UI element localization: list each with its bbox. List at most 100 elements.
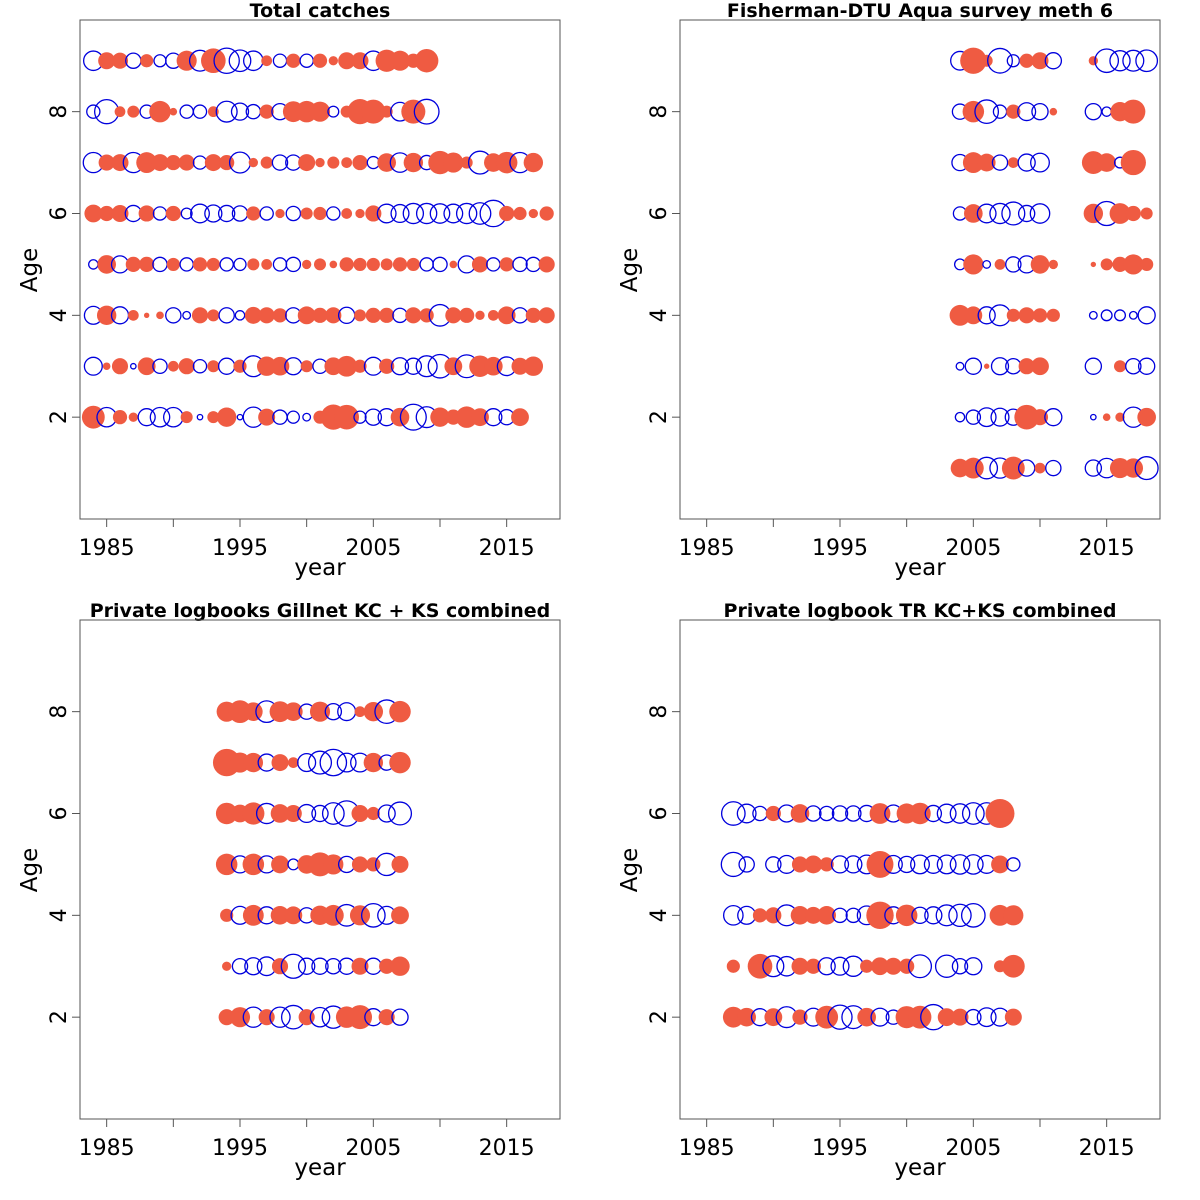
bubble-negative (975, 456, 999, 480)
bubble-positive (259, 104, 274, 119)
y-tick-label: 4 (47, 908, 72, 922)
panel-fisherman-dtu-aqua-survey: Fisherman-DTU Aqua survey meth 6 year Ag… (617, 0, 1161, 581)
bubble-negative (1031, 102, 1049, 121)
x-tick-label: 1995 (212, 536, 268, 561)
panel-private-logbook-tr: Private logbook TR KC+KS combined year A… (617, 600, 1161, 1181)
bubble-positive (499, 205, 515, 222)
bubble-negative (1017, 153, 1036, 172)
bubble-positive (791, 957, 809, 975)
bubble-positive (937, 1008, 956, 1027)
bubble-negative (991, 154, 1009, 171)
bubble-positive (204, 154, 222, 172)
bubble-positive (207, 411, 220, 424)
bubble-positive (244, 306, 262, 324)
bubble-positive (499, 257, 514, 272)
bubble-positive (176, 50, 197, 71)
bubble-negative (1044, 52, 1063, 70)
bubble-positive (229, 752, 251, 773)
bubble-negative (936, 803, 957, 824)
panel-private-logbooks-gillnet: Private logbooks Gillnet KC + KS combine… (17, 600, 561, 1181)
bubble-positive (366, 857, 381, 872)
bubble-negative (1094, 48, 1120, 74)
bubble-positive (378, 1009, 395, 1026)
bubble-negative (992, 104, 1008, 119)
bubble-negative (192, 359, 208, 374)
bubble-positive (242, 904, 264, 926)
bubble-positive (513, 206, 527, 221)
bubble-negative (525, 256, 542, 273)
y-tick-label: 2 (647, 410, 672, 424)
y-tick-label: 8 (47, 105, 72, 119)
bubble-positive (866, 901, 894, 930)
bubble-positive (284, 906, 303, 925)
panel-title: Private logbook TR KC+KS combined (724, 600, 1117, 622)
bubble-positive (180, 411, 193, 424)
bubble-positive (349, 905, 371, 926)
bubble-positive (1003, 905, 1024, 926)
x-tick-label: 1985 (79, 536, 135, 561)
bubble-positive (1004, 1008, 1022, 1026)
bubble-negative (218, 307, 235, 324)
bubble-positive (192, 257, 208, 272)
y-tick-label: 4 (647, 908, 672, 922)
bubble-positive (909, 802, 931, 825)
bubble-positive (323, 854, 344, 875)
bubble-negative (83, 356, 103, 376)
bubble-positive (353, 257, 367, 271)
bubble-positive (817, 906, 836, 925)
bubble-negative (910, 854, 930, 875)
bubble-positive (165, 205, 181, 222)
bubble-positive (804, 855, 823, 874)
bubble-negative (387, 801, 413, 826)
bubble-positive (302, 259, 312, 270)
bubble-positive (430, 407, 450, 427)
bubble-negative (987, 47, 1013, 74)
bubble-negative (870, 1007, 890, 1027)
bubble-negative (86, 104, 101, 119)
bubble-positive (391, 906, 409, 925)
bubble-positive (1048, 259, 1058, 270)
bubble-negative (88, 259, 99, 270)
bubble-positive (380, 258, 393, 271)
bubble-negative (1001, 201, 1026, 226)
bubble-negative (949, 803, 971, 824)
x-tick-label: 2005 (945, 536, 1001, 561)
bubble-negative (376, 203, 397, 224)
bubble-negative (1135, 49, 1159, 73)
bubble-positive (96, 305, 117, 326)
bubble-positive (511, 357, 529, 375)
y-tick-label: 2 (647, 1010, 672, 1024)
bubble-negative (137, 408, 156, 427)
bubble-positive (207, 360, 220, 373)
bubble-positive (286, 53, 301, 68)
x-tick-label: 2015 (479, 536, 535, 561)
bubble-positive (460, 156, 473, 169)
bubble-positive (151, 154, 169, 172)
bubble-negative (285, 205, 302, 222)
bubble-positive (191, 307, 209, 324)
bubble-negative (830, 855, 850, 874)
bubble-positive (329, 260, 338, 269)
bubble-positive (960, 47, 987, 74)
bubble-negative (951, 957, 969, 975)
bubble-negative (962, 854, 984, 875)
bubble-negative (280, 953, 307, 979)
bubble-negative (234, 310, 246, 321)
bubble-negative (1005, 256, 1022, 273)
bubble-negative (832, 907, 848, 924)
bubble-positive (338, 52, 356, 70)
y-tick-label: 8 (647, 105, 672, 119)
bubble-positive (1109, 458, 1131, 479)
bubble-negative (182, 310, 192, 320)
bubble-positive (392, 257, 408, 272)
bubble-negative (1128, 310, 1138, 320)
bubble-positive (511, 408, 529, 427)
bubble-positive (315, 157, 325, 168)
bubble-negative (831, 805, 849, 822)
bubble-positive (98, 52, 116, 70)
bubble-positive (790, 804, 810, 823)
bubble-positive (309, 101, 331, 122)
y-tick-label: 8 (47, 705, 72, 719)
bubble-positive (222, 961, 232, 971)
bubble-negative (415, 355, 438, 378)
